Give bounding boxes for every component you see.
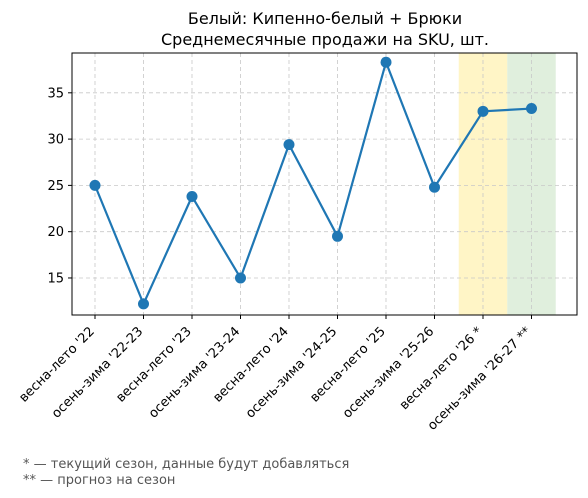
x-tick-label-8: весна-лето '26 * (397, 324, 486, 413)
season-highlight-bands (458, 53, 556, 315)
x-tick-label-3: осень-зима '23-24 (146, 324, 243, 421)
x-tick-label-1: осень-зима '22-23 (49, 324, 146, 421)
data-point-3 (235, 272, 246, 284)
highlight-band-0 (458, 53, 508, 315)
data-point-0 (89, 179, 101, 191)
footnote-forecast: ** — прогноз на сезон (23, 473, 176, 488)
y-tick-label-20: 20 (47, 225, 64, 240)
series-sales (89, 56, 537, 310)
highlight-band-1 (507, 53, 556, 315)
y-tick-label-15: 15 (47, 271, 64, 286)
data-point-4 (283, 139, 295, 151)
plot-frame (71, 52, 578, 316)
data-point-6 (380, 56, 392, 68)
y-axis-ticks: 15 20 25 30 35 (47, 86, 72, 286)
chart-subtitle: Среднемесячные продажи на SKU, шт. (161, 30, 489, 49)
data-point-9 (526, 103, 537, 115)
y-tick-label-35: 35 (47, 86, 64, 101)
footnote-current-season: * — текущий сезон, данные будут добавлят… (23, 457, 350, 472)
y-tick-label-30: 30 (47, 133, 64, 148)
x-tick-label-5: осень-зима '24-25 (243, 324, 340, 421)
x-tick-label-7: осень-зима '25-26 (340, 324, 437, 421)
data-point-7 (429, 181, 440, 193)
grid-lines (72, 53, 577, 315)
axes (71, 52, 578, 316)
y-tick-label-25: 25 (47, 179, 64, 194)
chart-title: Белый: Кипенно-белый + Брюки (188, 9, 462, 28)
data-point-1 (138, 298, 149, 310)
data-point-5 (332, 230, 343, 242)
data-point-2 (186, 190, 198, 202)
data-point-8 (477, 105, 489, 117)
series-line (93, 61, 532, 305)
